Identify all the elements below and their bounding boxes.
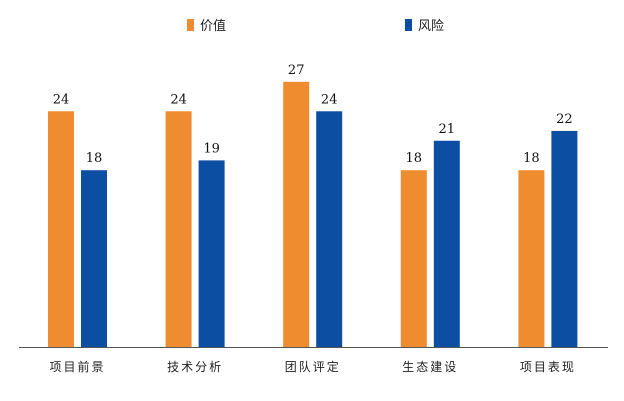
legend-label-risk: 风险 [418, 19, 444, 34]
bar-value-1 [165, 111, 192, 348]
bar-risk-1 [198, 160, 225, 347]
bars-group [48, 81, 578, 348]
value-label-risk-1: 19 [203, 141, 220, 156]
category-label-4: 项目表现 [520, 360, 576, 374]
category-label-1: 技术分析 [167, 360, 223, 374]
value-label-value-3: 18 [406, 151, 423, 166]
value-label-risk-2: 24 [321, 92, 338, 107]
value-label-value-0: 24 [53, 92, 70, 107]
bar-value-0 [48, 111, 74, 348]
value-label-risk-0: 18 [86, 151, 103, 166]
value-label-risk-3: 21 [439, 122, 456, 137]
category-labels-group: 项目前景 技术分析 团队评定 生态建设 项目表现 [49, 359, 576, 374]
value-labels-group: 24 18 24 19 27 24 18 21 18 22 [53, 63, 573, 166]
category-label-0: 项目前景 [49, 359, 105, 374]
bar-risk-2 [316, 111, 343, 348]
bar-risk-3 [433, 140, 460, 347]
category-label-3: 生态建设 [402, 360, 458, 374]
bar-value-4 [518, 170, 545, 347]
value-label-value-1: 24 [170, 92, 187, 107]
bar-value-3 [400, 170, 427, 347]
value-label-risk-4: 22 [556, 112, 573, 127]
legend-swatch-value [187, 19, 194, 31]
category-label-2: 团队评定 [285, 359, 341, 374]
legend-swatch-risk [405, 19, 412, 31]
bar-risk-4 [551, 130, 578, 347]
legend: 价值 风险 [187, 18, 444, 34]
value-label-value-2: 27 [288, 63, 305, 78]
bar-value-2 [283, 81, 310, 348]
legend-label-value: 价值 [200, 18, 226, 34]
value-label-value-4: 18 [523, 151, 540, 166]
bar-risk-0 [81, 170, 107, 347]
